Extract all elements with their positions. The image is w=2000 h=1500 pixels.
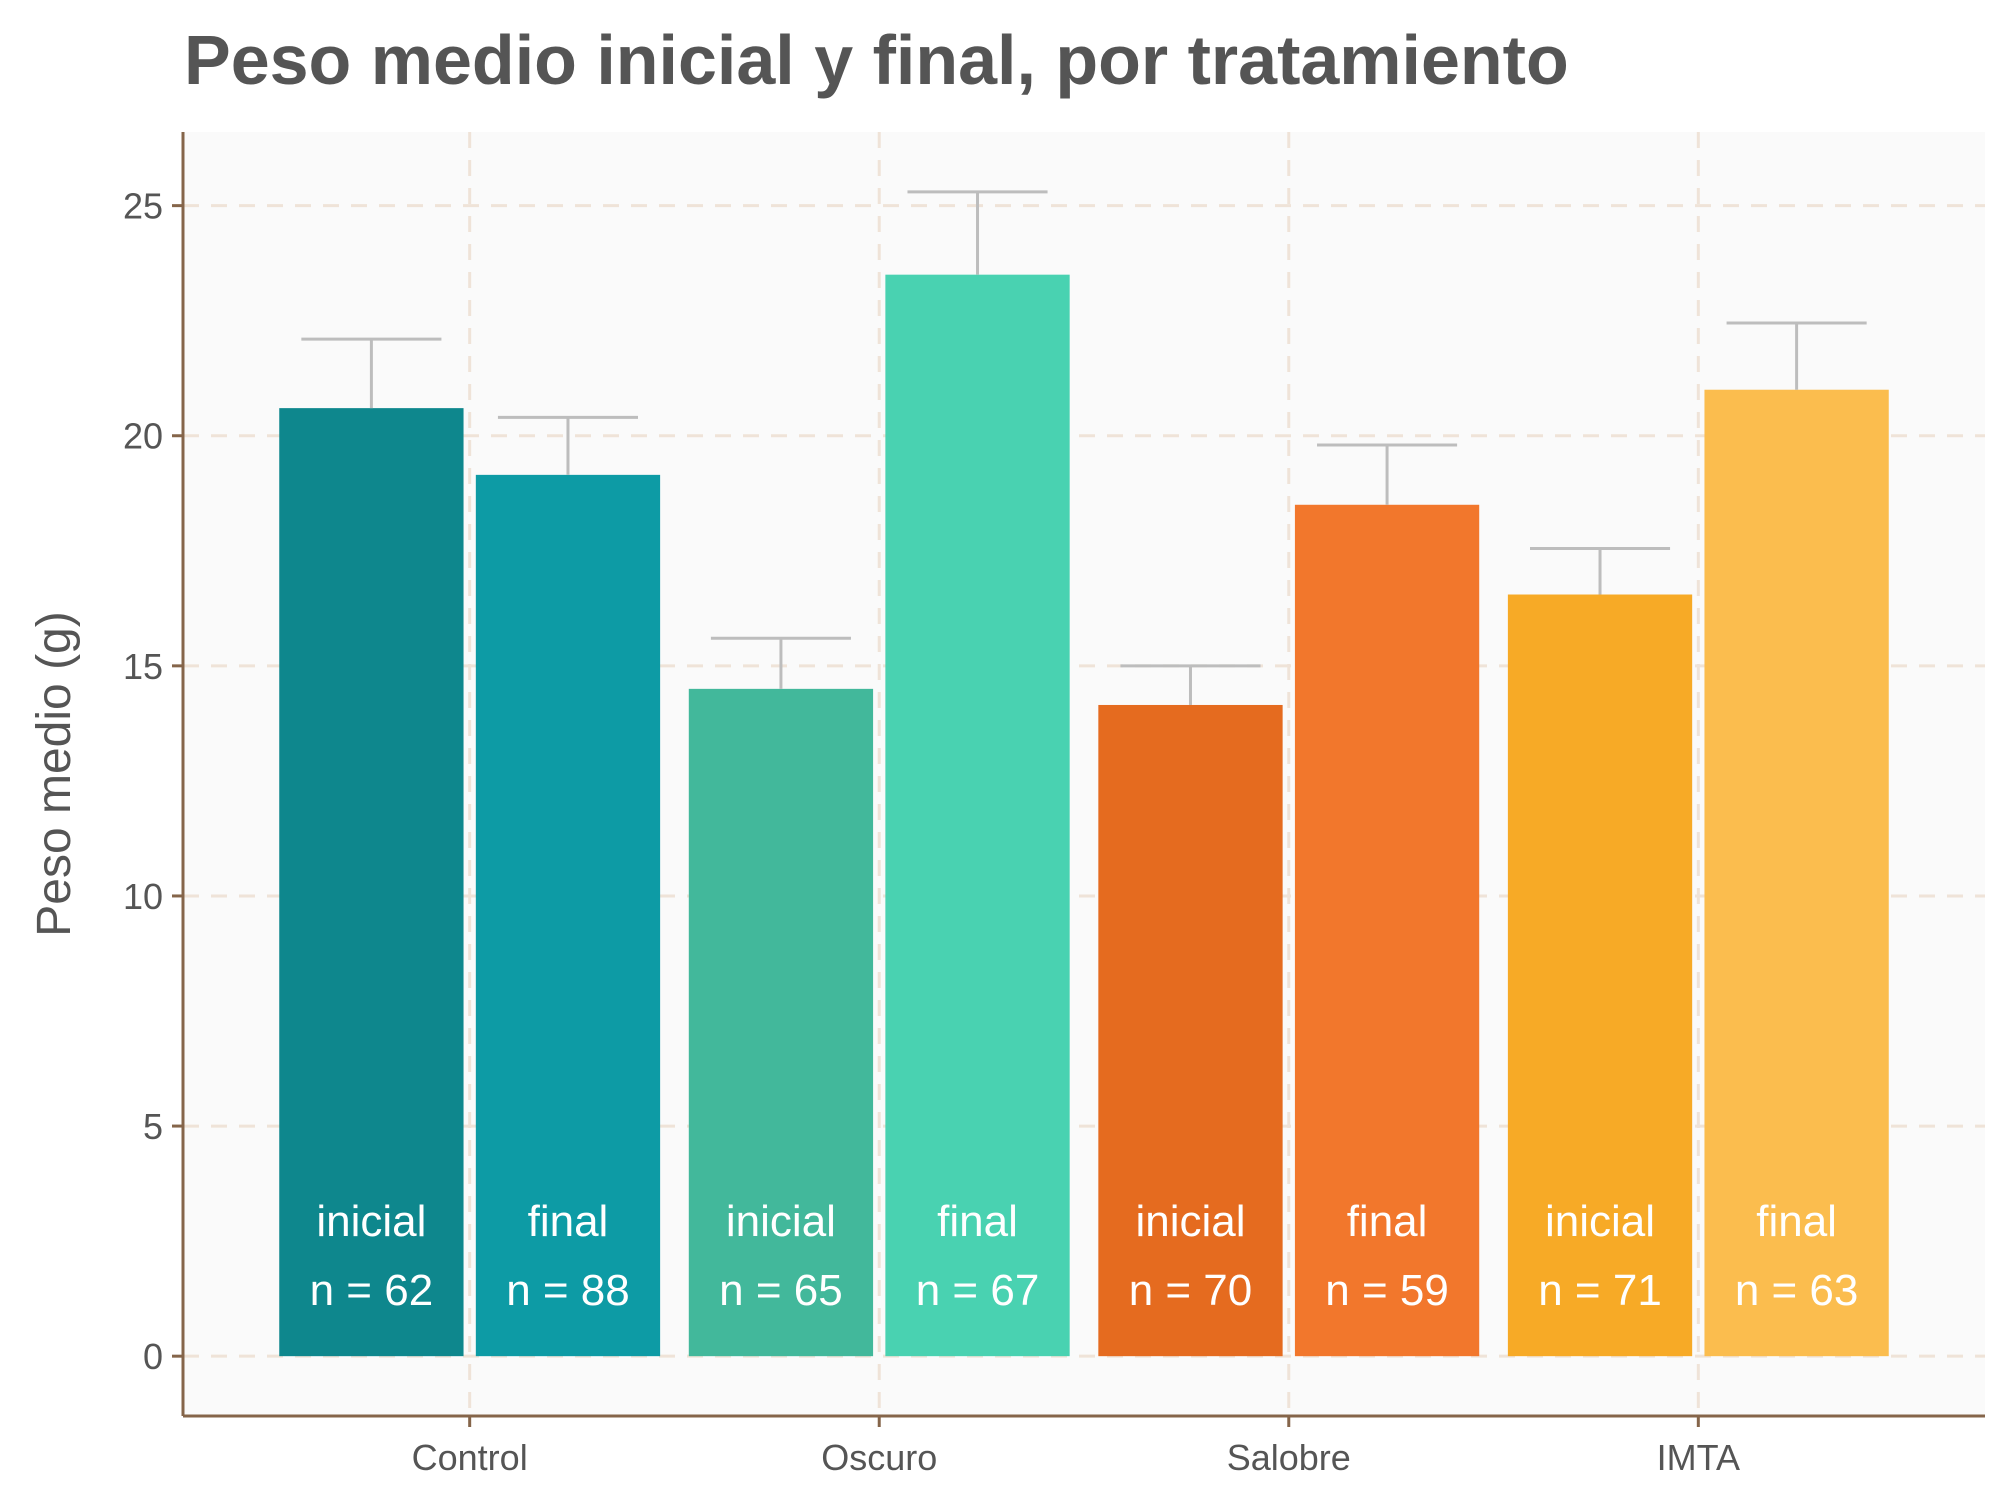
y-tick-label: 0 [143,1336,163,1377]
bar-n-label: n = 62 [310,1266,434,1315]
bar-final-salobre [1294,504,1480,1357]
bar-n-label: n = 59 [1325,1266,1449,1315]
bar-final-imta [1704,389,1889,1357]
y-tick-label: 5 [143,1106,163,1147]
bar-inicial-imta [1507,594,1693,1357]
bar-n-label: n = 88 [506,1266,630,1315]
bar-n-label: n = 65 [719,1266,843,1315]
bar-final-oscuro [885,274,1070,1357]
y-tick-label: 25 [123,186,163,227]
bar-n-label: n = 71 [1538,1266,1662,1315]
y-tick-label: 10 [123,876,163,917]
bar-n-label: n = 67 [916,1266,1040,1315]
chart-title: Peso medio inicial y final, por tratamie… [184,21,1569,99]
bar-group-label: final [528,1197,609,1246]
bar-group-label: final [1756,1197,1837,1246]
bar-group-label: inicial [1135,1197,1245,1246]
gridlines [183,132,1985,1416]
x-tick-label: Salobre [1227,1437,1351,1478]
bar-final-control [475,474,661,1357]
error-bars [301,190,1867,705]
bar-inicial-oscuro [688,688,874,1357]
axes: 0 5 10 15 20 25 Control Oscuro Salobre IMTA [123,132,1985,1478]
y-tick-label: 20 [123,416,163,457]
bar-group-label: inicial [726,1197,836,1246]
bar-n-label: n = 63 [1735,1266,1859,1315]
bar-inicial-salobre [1098,704,1283,1357]
bar-inicial-control [279,408,464,1357]
x-tick-label: Oscuro [821,1437,937,1478]
bar-group-label: final [937,1197,1018,1246]
x-tick-label: Control [412,1437,528,1478]
bar-group-label: inicial [1545,1197,1655,1246]
bar-group-label: final [1347,1197,1428,1246]
bar-group-label: inicial [316,1197,426,1246]
y-tick-label: 15 [123,646,163,687]
bar-n-label: n = 70 [1129,1266,1253,1315]
y-axis-label: Peso medio (g) [28,611,81,936]
x-tick-label: IMTA [1657,1437,1740,1478]
bar-labels: inicial n = 62 inicial n = 65 inicial n = 70 i… [310,1197,1859,1315]
bars [279,274,1889,1357]
